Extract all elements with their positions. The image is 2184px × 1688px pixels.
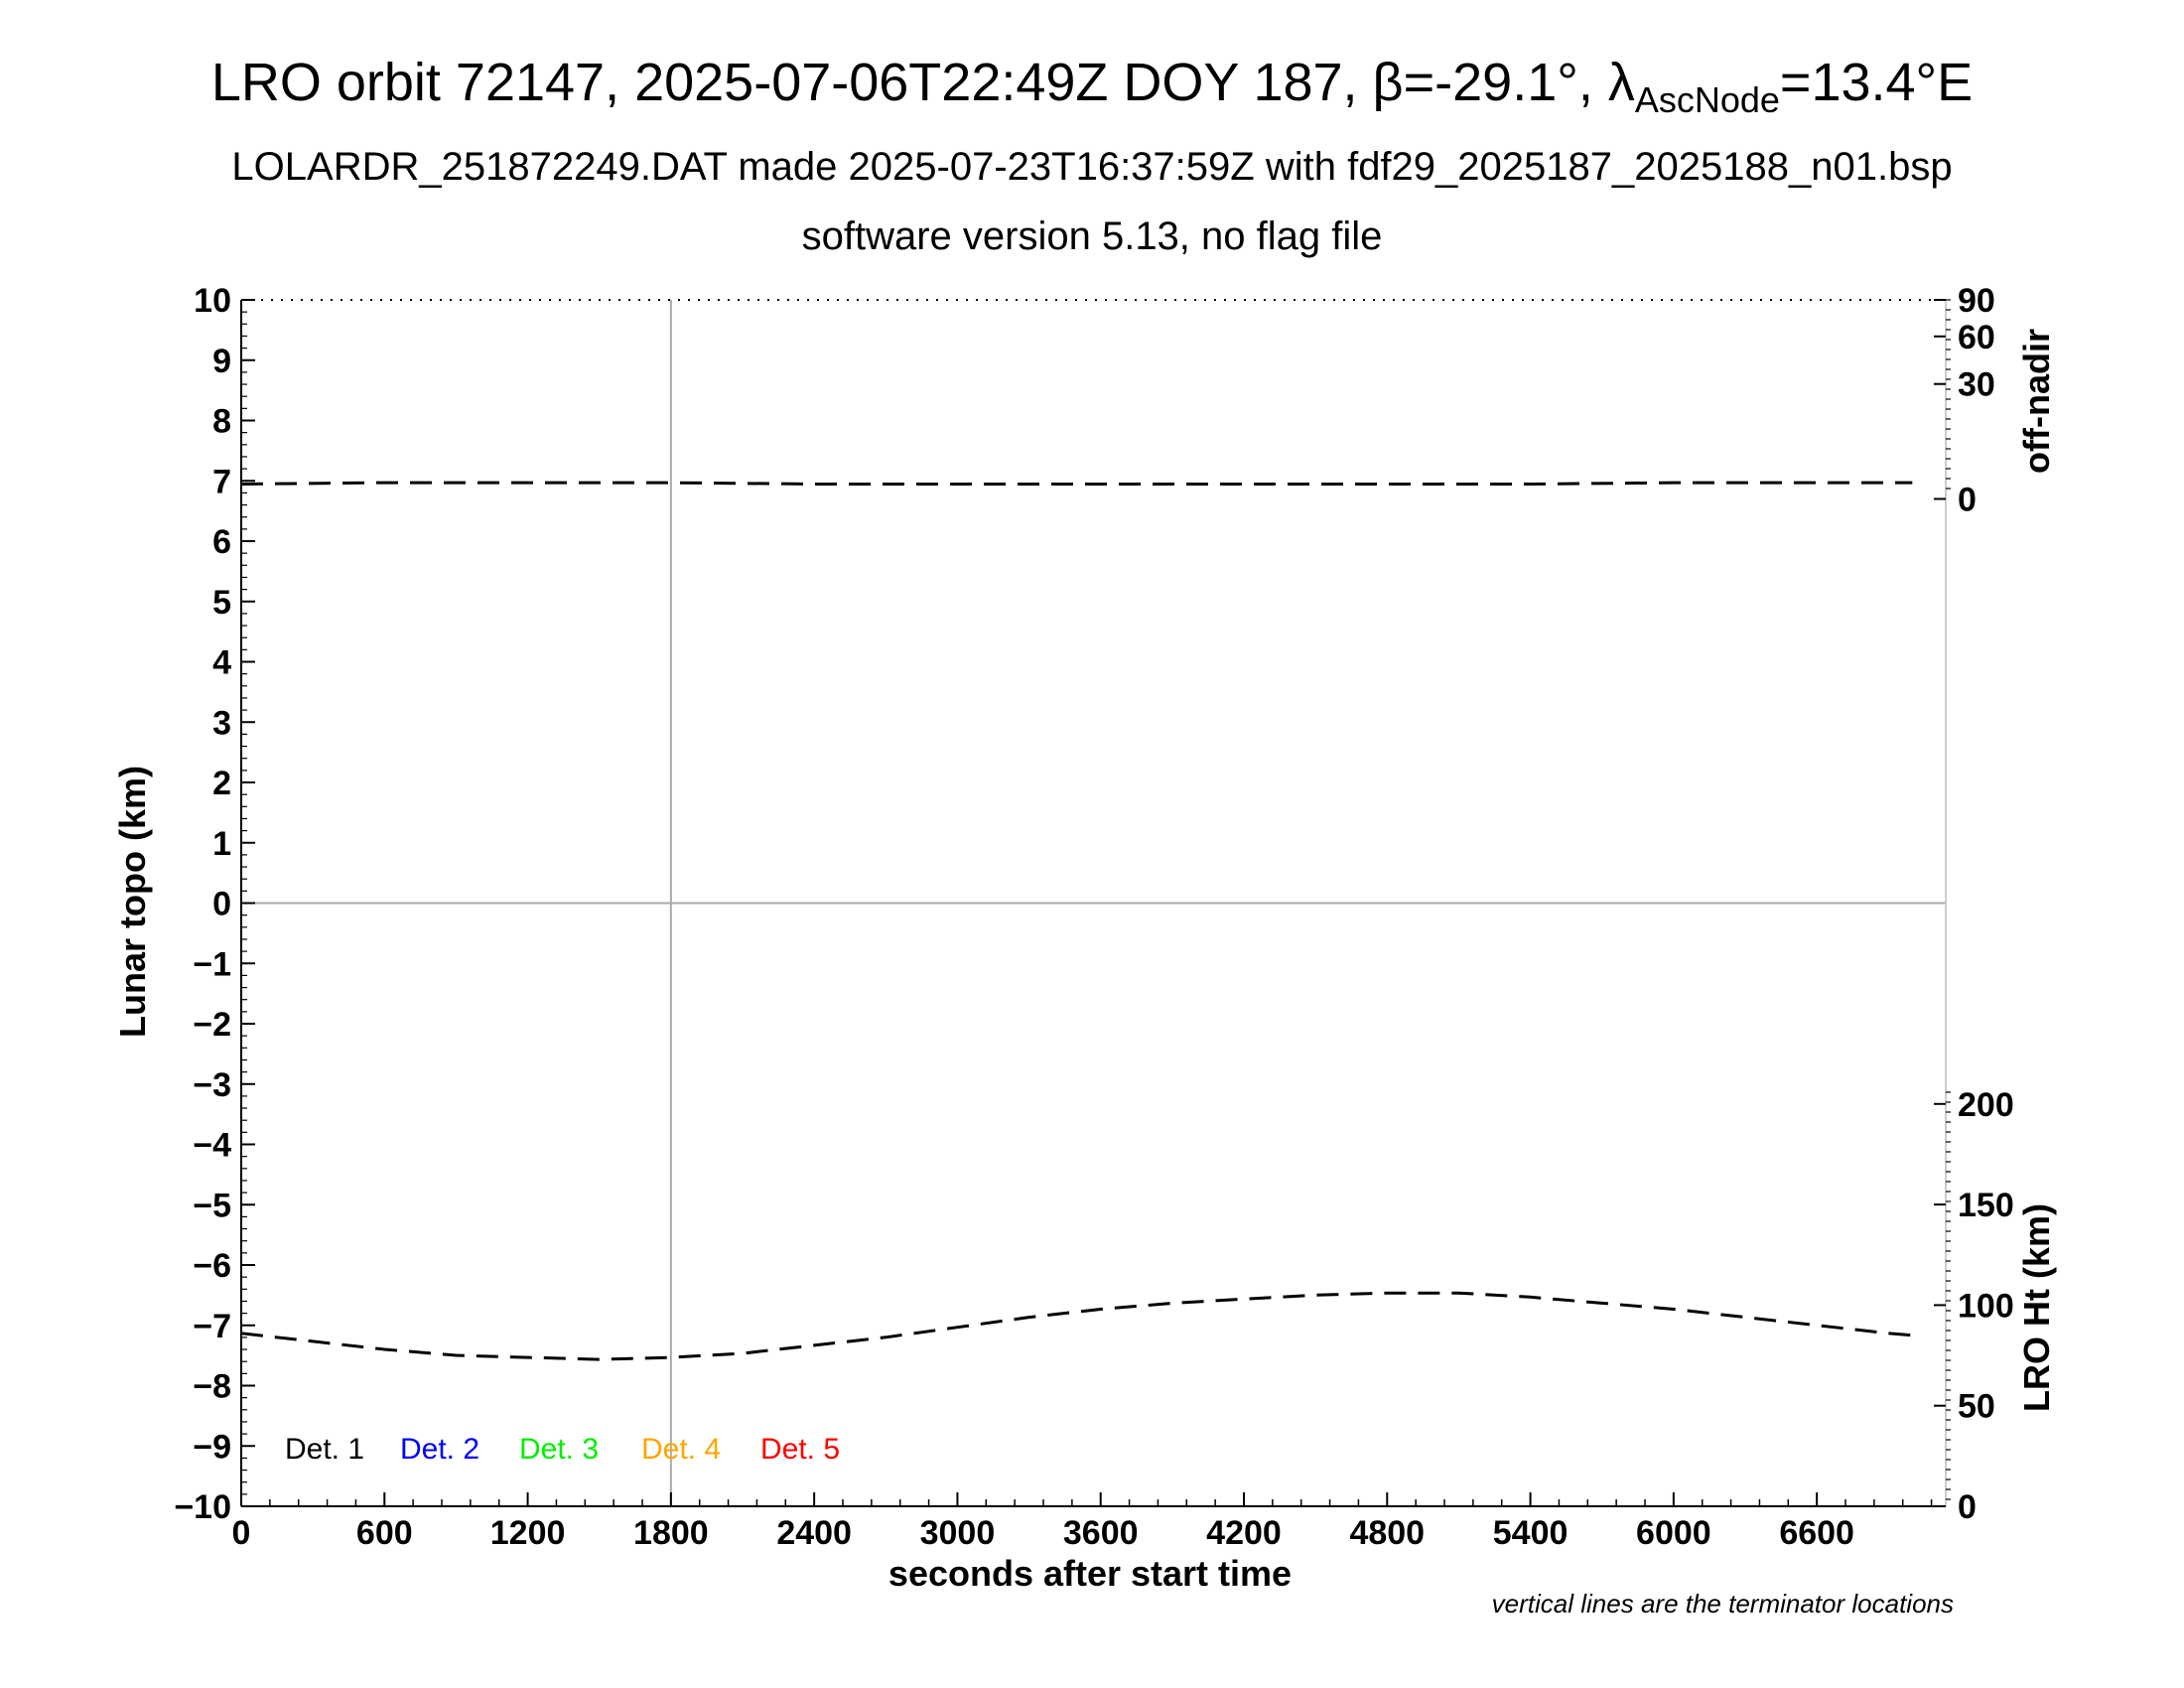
x-tick-label: 2400 bbox=[776, 1514, 852, 1552]
off-nadir-series-line bbox=[240, 481, 1913, 486]
chart-subtitle-file: LOLARDR_251872249.DAT made 2025-07-23T16… bbox=[231, 145, 1953, 189]
y-tick-label: −3 bbox=[193, 1066, 231, 1104]
chart-title-text: LRO orbit 72147, 2025-07-06T22:49Z DOY 1… bbox=[210, 53, 1635, 112]
y-tick-label: 8 bbox=[212, 403, 231, 441]
y-tick-label: 4 bbox=[212, 644, 231, 682]
x-tick-label: 3000 bbox=[920, 1514, 996, 1552]
legend-item: Det. 1 bbox=[285, 1433, 364, 1466]
x-tick-label: 0 bbox=[232, 1514, 251, 1552]
y-tick-label: −2 bbox=[193, 1006, 231, 1044]
off-nadir-tick-label: 0 bbox=[1958, 481, 1977, 518]
y-tick-label: −9 bbox=[193, 1428, 231, 1466]
x-tick-label: 6000 bbox=[1636, 1514, 1711, 1552]
legend: Det. 1 Det. 2 Det. 3 Det. 4 Det. 5 bbox=[285, 1433, 840, 1466]
lro-ht-tick-label: 150 bbox=[1958, 1187, 2014, 1224]
lro-ht-tick-label: 200 bbox=[1958, 1086, 2014, 1124]
y-tick-label: 1 bbox=[212, 825, 231, 863]
off-nadir-tick-label: 90 bbox=[1958, 282, 1995, 320]
legend-item: Det. 2 bbox=[400, 1433, 479, 1466]
y-tick-label: 7 bbox=[212, 463, 231, 500]
chart-subtitle-software: software version 5.13, no flag file bbox=[801, 214, 1383, 258]
legend-item: Det. 4 bbox=[641, 1433, 721, 1466]
x-tick-label: 4800 bbox=[1349, 1514, 1425, 1552]
lro-ht-tick-label: 0 bbox=[1958, 1488, 1977, 1526]
y-tick-label: −5 bbox=[193, 1187, 231, 1224]
x-tick-label: 3600 bbox=[1063, 1514, 1139, 1552]
y-tick-label: 2 bbox=[212, 765, 231, 802]
right-axis-title-lro-ht: LRO Ht (km) bbox=[2016, 1203, 2057, 1412]
y-axis-title: Lunar topo (km) bbox=[112, 766, 153, 1038]
off-nadir-tick-label: 60 bbox=[1958, 319, 1995, 356]
lro-ht-tick-label: 100 bbox=[1958, 1287, 2014, 1325]
y-tick-label: −8 bbox=[193, 1368, 231, 1406]
y-tick-label: −6 bbox=[193, 1247, 231, 1285]
chart-title: LRO orbit 72147, 2025-07-06T22:49Z DOY 1… bbox=[0, 52, 2184, 121]
x-tick-label: 1800 bbox=[633, 1514, 709, 1552]
right-axis-title-off-nadir: off-nadir bbox=[2016, 329, 2057, 474]
x-tick-label: 600 bbox=[356, 1514, 413, 1552]
y-tick-label: −7 bbox=[193, 1308, 231, 1345]
x-tick-label: 6600 bbox=[1779, 1514, 1854, 1552]
y-tick-label: 3 bbox=[212, 704, 231, 742]
x-tick-label: 4200 bbox=[1206, 1514, 1282, 1552]
ticks bbox=[240, 299, 1951, 1507]
lro-ht-tick-label: 50 bbox=[1958, 1388, 1995, 1426]
x-tick-label: 1200 bbox=[490, 1514, 566, 1552]
grid-layer bbox=[241, 300, 1946, 1506]
legend-item: Det. 5 bbox=[760, 1433, 840, 1466]
off-nadir-tick-label: 30 bbox=[1958, 366, 1995, 404]
y-tick-label: 9 bbox=[212, 343, 231, 380]
chart-title-subscript: AscNode bbox=[1634, 78, 1780, 120]
x-tick-label: 5400 bbox=[1493, 1514, 1569, 1552]
y-tick-label: −4 bbox=[193, 1127, 231, 1165]
y-tick-label: −1 bbox=[193, 945, 231, 983]
y-tick-label: 0 bbox=[212, 886, 231, 923]
legend-item: Det. 3 bbox=[519, 1433, 599, 1466]
x-axis-title: seconds after start time bbox=[888, 1553, 1292, 1594]
lro-height-series-line bbox=[240, 1291, 1913, 1361]
chart-title-tail: =13.4°E bbox=[1779, 53, 1974, 112]
y-tick-label: 5 bbox=[212, 584, 231, 622]
y-tick-label: 10 bbox=[194, 282, 231, 320]
series-layer bbox=[240, 481, 1913, 1361]
terminator-footnote: vertical lines are the terminator locati… bbox=[1492, 1589, 1954, 1618]
y-tick-label: −10 bbox=[174, 1488, 231, 1526]
tick-labels: 0 600 1200 1800 2400 3000 3600 4200 4800 5400 6000… bbox=[174, 282, 2013, 1552]
y-tick-label: 6 bbox=[212, 523, 231, 561]
